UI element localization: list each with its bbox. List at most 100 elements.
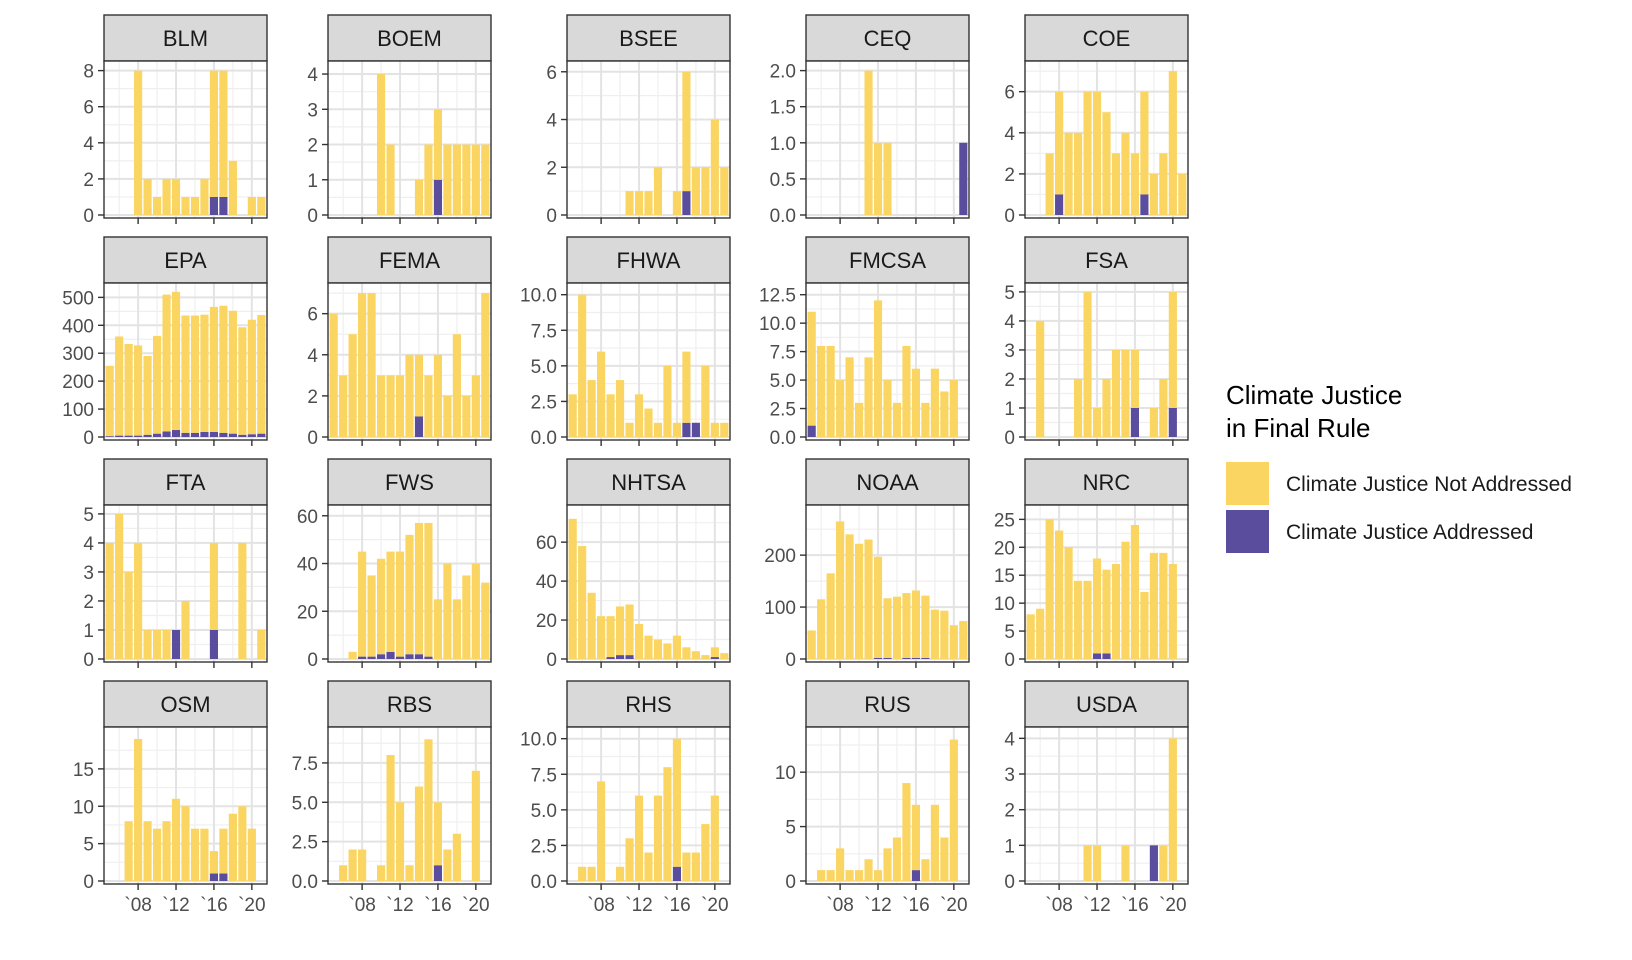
bar-not-addressed-fta-2005 [105, 542, 114, 659]
panel-nhtsa: NHTSA 0 20 40 60 [536, 458, 731, 671]
y-tick-label-nhtsa: 0 [546, 650, 557, 671]
x-tick-label-rbs: `08 [348, 895, 375, 916]
bar-not-addressed-blm-2015 [200, 178, 209, 215]
bar-not-addressed-nrc-2015 [1121, 541, 1130, 659]
bar-not-addressed-ceq-2013 [883, 142, 892, 215]
bar-not-addressed-epa-2017 [219, 305, 228, 433]
plot-border-ceq [805, 60, 970, 219]
bar-addressed-coe-2017 [1140, 194, 1149, 215]
bar-not-addressed-fema-2010 [376, 375, 386, 437]
bar-not-addressed-fws-2017 [443, 563, 452, 659]
bar-not-addressed-rhs-2014 [653, 795, 663, 881]
legend-swatch-addressed [1226, 510, 1269, 553]
strip-usda [1024, 680, 1189, 728]
bar-not-addressed-osm-2014 [190, 828, 200, 881]
bar-not-addressed-noaa-2011 [864, 539, 873, 659]
strip-label-blm: BLM [163, 26, 208, 51]
strip-fhwa [566, 236, 731, 284]
bar-addressed-fws-2011 [386, 651, 395, 659]
y-tick-label-fema: 0 [307, 428, 318, 449]
bar-addressed-rbs-2016 [433, 865, 443, 881]
bar-not-addressed-coe-2007 [1045, 153, 1054, 215]
bar-not-addressed-noaa-2006 [817, 599, 826, 659]
bar-addressed-fws-2010 [376, 654, 386, 659]
bar-not-addressed-fhwa-2020 [710, 422, 719, 437]
bar-not-addressed-fws-2016 [433, 599, 443, 659]
strip-label-nrc: NRC [1083, 470, 1131, 495]
y-tick-label-blm: 8 [83, 62, 94, 83]
bar-not-addressed-osm-2007 [124, 821, 133, 881]
bar-not-addressed-fhwa-2011 [625, 422, 634, 437]
strip-fmcsa [805, 236, 970, 284]
bar-not-addressed-epa-2021 [257, 314, 266, 434]
bar-not-addressed-fmcsa-2013 [883, 380, 892, 437]
bar-not-addressed-epa-2009 [143, 356, 152, 435]
x-tick-label-osm: `20 [238, 895, 265, 916]
bar-not-addressed-fws-2010 [376, 558, 386, 655]
y-tick-label-boem: 1 [307, 171, 318, 192]
y-tick-label-fws: 60 [297, 507, 318, 528]
bar-not-addressed-rus-2010 [854, 870, 864, 881]
bar-not-addressed-rhs-2015 [663, 767, 672, 881]
y-tick-label-rus: 5 [785, 818, 796, 839]
strip-label-rus: RUS [864, 692, 910, 717]
strip-label-epa: EPA [164, 248, 207, 273]
bar-not-addressed-fmcsa-2016 [911, 368, 921, 437]
bar-not-addressed-noaa-2019 [940, 610, 949, 659]
strip-label-rhs: RHS [625, 692, 671, 717]
y-tick-label-epa: 400 [62, 316, 94, 337]
bar-not-addressed-nrc-2006 [1036, 608, 1045, 659]
x-tick-label-usda: `08 [1045, 895, 1072, 916]
bar-not-addressed-rbs-2015 [424, 739, 433, 881]
bar-addressed-ceq-2021 [959, 142, 968, 215]
strip-label-coe: COE [1083, 26, 1131, 51]
bar-not-addressed-epa-2014 [190, 315, 200, 433]
bar-not-addressed-nrc-2008 [1055, 530, 1064, 659]
bar-not-addressed-nhtsa-2010 [615, 606, 625, 656]
bar-not-addressed-noaa-2021 [959, 621, 968, 659]
bar-not-addressed-bsee-2021 [720, 167, 729, 215]
bar-not-addressed-fsa-2019 [1159, 378, 1168, 437]
x-tick-label-osm: `12 [162, 895, 189, 916]
strip-label-rbs: RBS [387, 692, 432, 717]
bar-not-addressed-bsee-2012 [634, 191, 644, 215]
strip-label-usda: USDA [1076, 692, 1137, 717]
bar-not-addressed-boem-2020 [471, 144, 480, 215]
plot-border-nrc [1024, 504, 1189, 663]
y-tick-label-boem: 2 [307, 136, 318, 157]
bar-not-addressed-fws-2009 [367, 575, 376, 657]
y-tick-label-fmcsa: 12.5 [759, 286, 796, 307]
bar-not-addressed-boem-2018 [452, 144, 461, 215]
strip-fws [327, 458, 492, 506]
bar-not-addressed-nhtsa-2021 [720, 653, 729, 659]
bar-not-addressed-rhs-2008 [597, 781, 606, 881]
bar-not-addressed-fmcsa-2006 [817, 345, 826, 437]
bar-addressed-fema-2014 [414, 416, 424, 437]
y-tick-label-epa: 500 [62, 288, 94, 309]
y-tick-label-rhs: 0.0 [531, 872, 557, 893]
bar-not-addressed-noaa-2017 [921, 595, 930, 658]
strip-label-noaa: NOAA [856, 470, 919, 495]
bar-not-addressed-osm-2012 [171, 798, 181, 881]
bar-not-addressed-rbs-2006 [339, 865, 348, 881]
bar-not-addressed-coe-2009 [1064, 132, 1073, 215]
bar-addressed-epa-2020 [247, 434, 256, 437]
y-tick-label-nrc: 15 [994, 566, 1015, 587]
bar-not-addressed-epa-2019 [238, 327, 247, 435]
bar-not-addressed-nrc-2019 [1159, 552, 1168, 659]
bar-not-addressed-nrc-2012 [1092, 558, 1102, 654]
y-tick-label-nrc: 5 [1004, 622, 1015, 643]
strip-rus [805, 680, 970, 728]
bar-not-addressed-rhs-2012 [634, 795, 644, 881]
bar-not-addressed-fema-2007 [348, 334, 357, 437]
bar-not-addressed-bsee-2020 [710, 119, 719, 215]
bar-not-addressed-rus-2012 [873, 870, 883, 881]
y-tick-label-fmcsa: 5.0 [770, 371, 796, 392]
bar-not-addressed-fmcsa-2018 [930, 368, 939, 437]
bar-not-addressed-blm-2021 [257, 196, 266, 215]
bar-not-addressed-fmcsa-2015 [902, 345, 911, 437]
bar-not-addressed-bsee-2013 [644, 191, 653, 215]
bar-not-addressed-osm-2009 [143, 821, 152, 881]
bar-not-addressed-coe-2012 [1092, 91, 1102, 215]
y-tick-label-nrc: 10 [994, 594, 1015, 615]
